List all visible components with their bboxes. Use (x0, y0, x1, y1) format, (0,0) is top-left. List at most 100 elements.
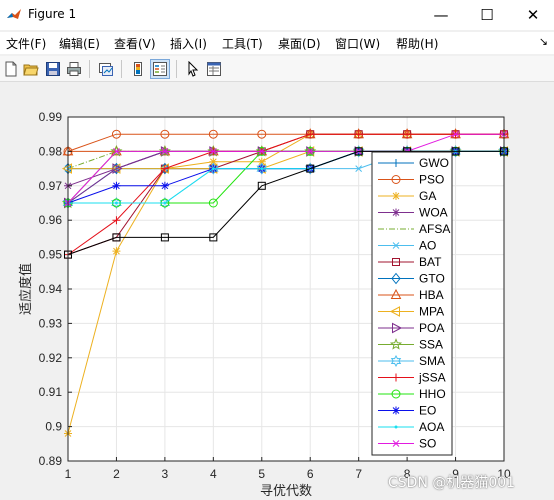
y-axis-label: 适应度值 (18, 263, 34, 315)
legend-label: GWO (419, 156, 449, 170)
legend-entry-gwo: GWO (378, 156, 449, 170)
data-point (114, 201, 118, 205)
x-tick-label: 9 (452, 467, 459, 481)
maximize-button[interactable]: ☐ (480, 6, 494, 24)
watermark: CSDN @机器猫001 (388, 475, 516, 491)
data-point (112, 181, 121, 190)
legend-entry-hba: HBA (378, 288, 444, 302)
data-point (209, 148, 217, 155)
print-icon[interactable] (64, 59, 84, 79)
title-bar: Figure 1 — ☐ ✕ (0, 0, 554, 30)
data-point (306, 164, 315, 173)
data-point (110, 145, 123, 157)
legend-label: BAT (419, 255, 442, 269)
menu-tools[interactable]: 工具(T) (222, 37, 263, 51)
x-tick-label: 5 (258, 467, 265, 481)
data-point (209, 233, 218, 242)
insert-colorbar-icon[interactable] (128, 59, 148, 79)
legend-entry-jssa: jSSA (378, 371, 446, 385)
legend-entry-hho: HHO (378, 387, 446, 401)
legend-label: SSA (419, 338, 443, 352)
menu-help[interactable]: 帮助(H) (396, 37, 439, 51)
series-line (67, 133, 504, 204)
legend-marker (392, 242, 400, 249)
legend-entry-ssa: SSA (378, 338, 443, 352)
legend-entry-eo: EO (378, 404, 436, 418)
data-point (258, 148, 266, 155)
y-tick-label: 0.96 (39, 213, 63, 227)
legend-marker (392, 159, 400, 167)
legend-marker (389, 306, 400, 317)
close-button[interactable]: ✕ (526, 6, 540, 24)
legend-entry-ga: GA (378, 189, 436, 203)
legend-label: HHO (419, 387, 446, 401)
x-axis-label: 寻优代数 (260, 484, 312, 499)
legend-entry-poa: POA (378, 321, 444, 335)
menu-file[interactable]: 文件(F) (6, 37, 47, 51)
minimize-button[interactable]: — (433, 6, 449, 24)
legend-marker (392, 373, 400, 382)
legend-entry-sma: SMA (378, 354, 445, 368)
link-plot-icon[interactable] (96, 59, 116, 79)
data-point (208, 162, 219, 175)
legend-label: MPA (419, 305, 444, 319)
legend-label: jSSA (418, 371, 446, 385)
y-tick-label: 0.92 (39, 351, 63, 365)
y-tick-label: 0.97 (39, 179, 63, 193)
legend-label: AFSA (419, 222, 450, 236)
y-tick-label: 0.89 (39, 454, 63, 468)
menu-desktop[interactable]: 桌面(D) (278, 37, 321, 51)
menu-window[interactable]: 窗口(W) (335, 37, 381, 51)
legend-entry-pso: PSO (378, 173, 444, 187)
menu-insert[interactable]: 插入(I) (170, 37, 207, 51)
matlab-app-icon (7, 9, 21, 19)
data-point (354, 130, 363, 139)
data-point (113, 148, 120, 155)
series-line (67, 133, 504, 256)
legend-entry-bat: BAT (378, 255, 442, 269)
data-point (111, 196, 122, 210)
x-tick-label: 7 (355, 467, 362, 481)
legend-marker (394, 425, 398, 429)
data-point (160, 181, 169, 190)
legend-marker (392, 406, 400, 415)
legend-marker (390, 354, 402, 368)
insert-legend-icon[interactable] (150, 59, 170, 79)
data-point (304, 162, 316, 175)
data-point (111, 145, 122, 156)
legend-label: AOA (419, 420, 444, 434)
open-file-icon[interactable] (21, 59, 41, 79)
data-point (159, 145, 171, 156)
property-inspector-icon[interactable] (204, 59, 224, 79)
edit-plot-pointer-icon[interactable] (183, 59, 203, 79)
legend-marker (391, 175, 401, 184)
data-point (160, 164, 169, 173)
legend-label: WOA (419, 206, 448, 220)
data-point (160, 233, 169, 242)
menu-view[interactable]: 查看(V) (114, 37, 156, 51)
data-point (112, 163, 123, 174)
data-point (161, 148, 169, 155)
plot-svg: 1 2 3 4 5 6 7 8 9 10 0.89 0.9 0.91 0.92 0.93 0.94 0.95 0.… (18, 110, 511, 499)
dock-arrow-icon[interactable]: ↘ (538, 35, 548, 48)
legend-marker (389, 338, 403, 350)
legend-marker (390, 288, 402, 299)
save-icon[interactable] (43, 59, 63, 79)
legend-marker (391, 272, 401, 285)
series-line (67, 150, 504, 256)
x-tick-label: 4 (210, 467, 217, 481)
legend-marker (392, 192, 400, 200)
new-figure-icon[interactable] (1, 59, 21, 79)
x-tick-label: 1 (65, 467, 72, 481)
tick-labels: 1 2 3 4 5 6 7 8 9 10 0.89 0.9 0.91 0.92 0.93 0.94 0.95 0.… (39, 110, 511, 481)
y-tick-label: 0.9 (45, 420, 62, 434)
legend[interactable]: GWO PSO GA WOA AFSA AO BAT GTO HBA MPA POA SSA SMA jS… (371, 151, 453, 456)
toolbar-separator (121, 60, 122, 78)
data-point (450, 145, 461, 158)
legend-label: HBA (419, 288, 444, 302)
menu-edit[interactable]: 编辑(E) (59, 37, 100, 51)
legend-label: PSO (419, 173, 444, 187)
legend-label: GA (419, 189, 436, 203)
data-point (451, 147, 460, 156)
y-tick-label: 0.99 (39, 110, 63, 124)
